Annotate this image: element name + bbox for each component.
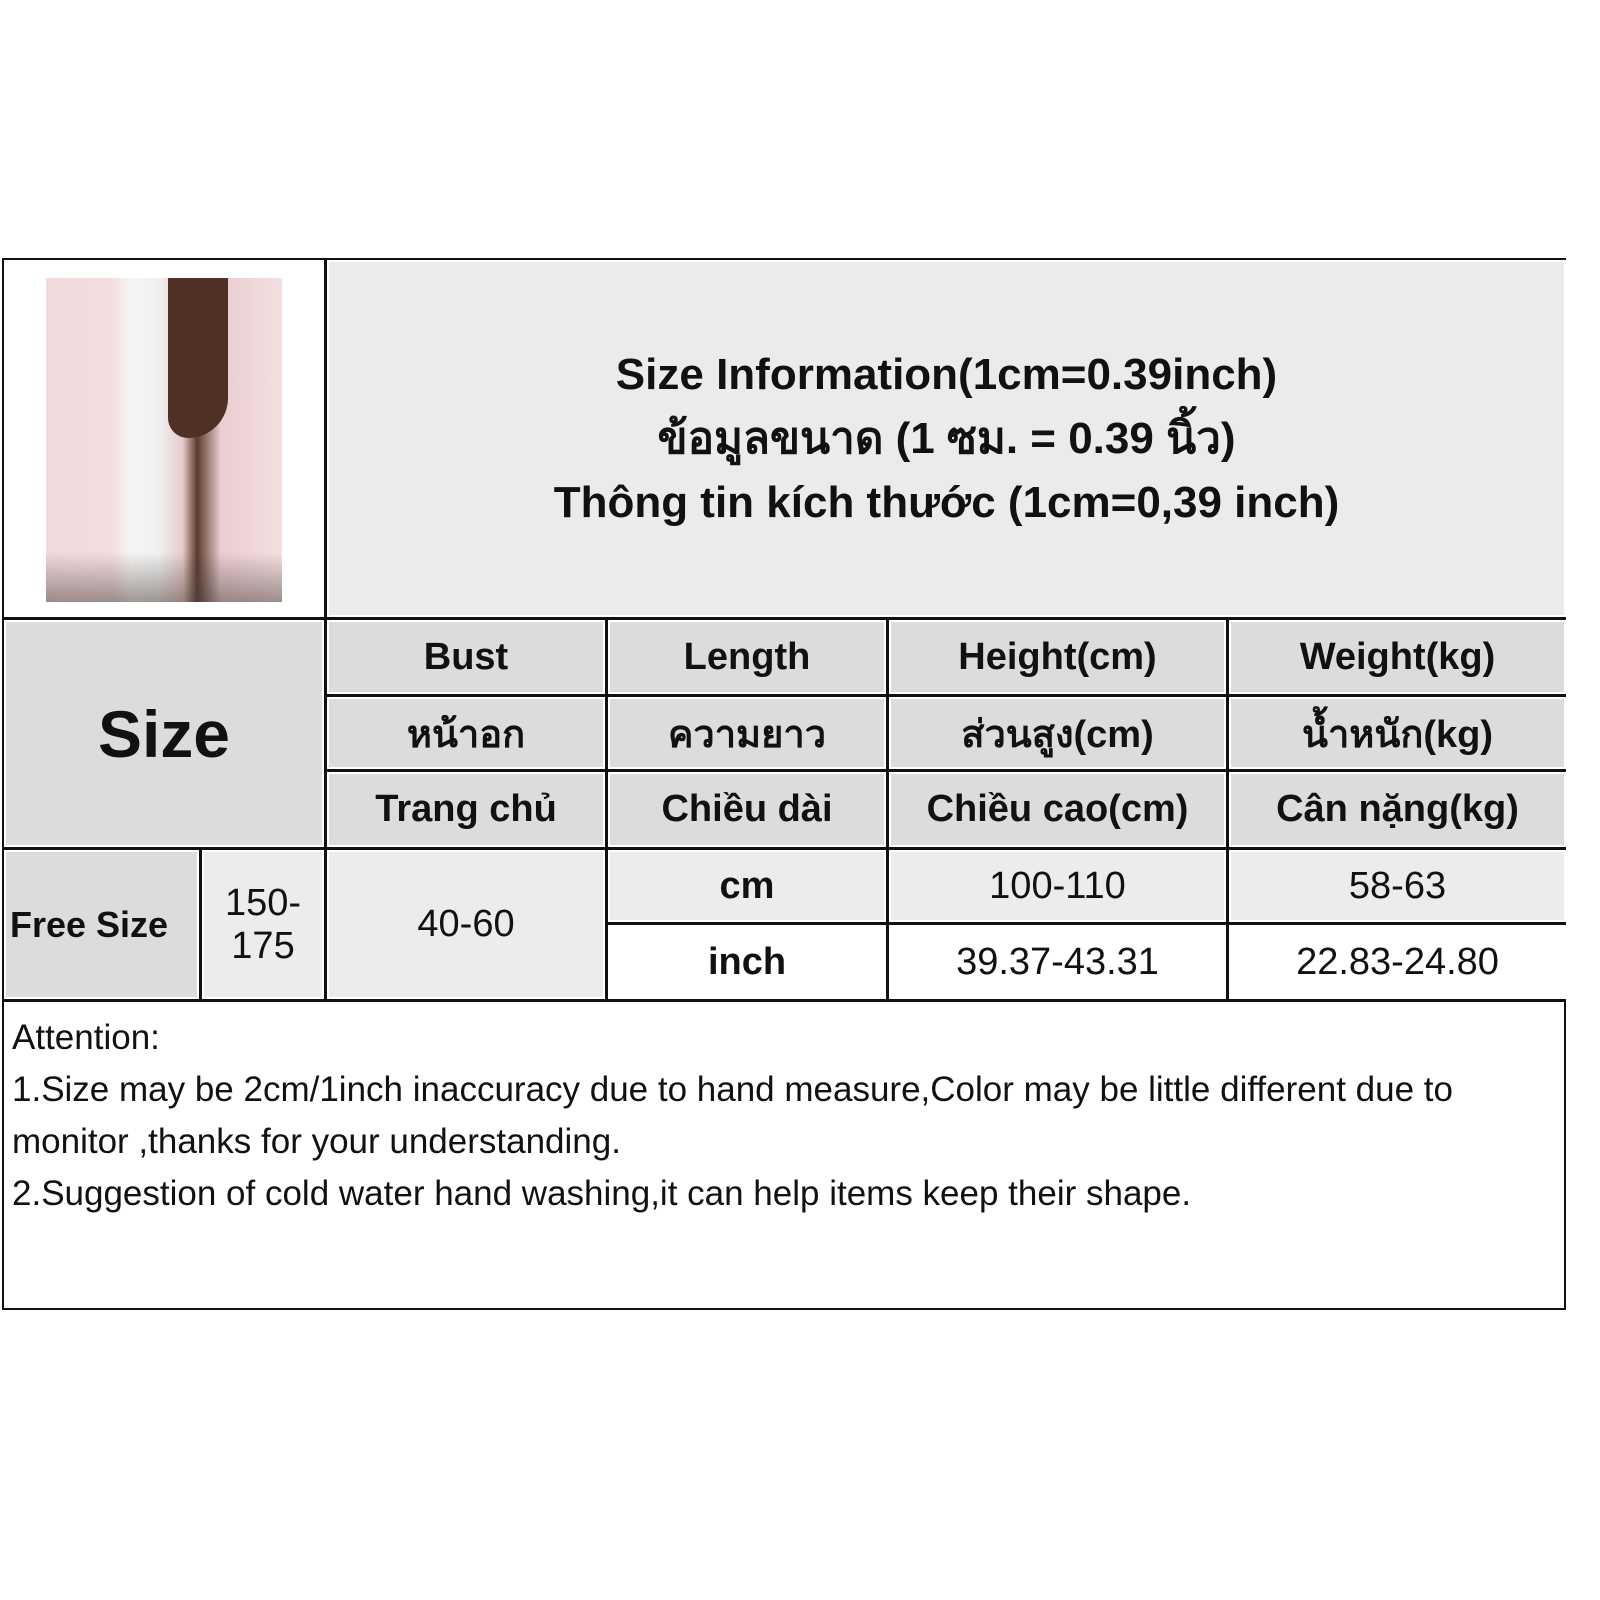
col-weight-th: น้ำหนัก(kg) (1229, 697, 1566, 769)
product-photo (46, 278, 282, 602)
col-height-th: ส่วนสูง(cm) (889, 697, 1226, 769)
bust-inch: 39.37-43.31 (889, 925, 1226, 999)
col-height-vi: Chiều cao(cm) (889, 772, 1226, 847)
col-length-vi: Chiều dài (608, 772, 886, 847)
size-chart: Size Information(1cm=0.39inch) ข้อมูลขนา… (2, 258, 1566, 1310)
attention-line-2: 2.Suggestion of cold water hand washing,… (12, 1174, 1192, 1213)
height-value: 150-175 (202, 850, 324, 999)
size-header: Size (4, 620, 324, 847)
col-weight-vi: Cân nặng(kg) (1229, 772, 1566, 847)
col-weight-en: Weight(kg) (1229, 620, 1566, 694)
col-length-th: ความยาว (608, 697, 886, 769)
length-cm: 58-63 (1229, 850, 1566, 922)
attention-notes: Attention: 1.Size may be 2cm/1inch inacc… (12, 1012, 1554, 1220)
col-bust-vi: Trang chủ (327, 772, 605, 847)
length-inch: 22.83-24.80 (1229, 925, 1566, 999)
col-height-en: Height(cm) (889, 620, 1226, 694)
product-photo-cell (4, 260, 324, 617)
col-bust-th: หน้าอก (327, 697, 605, 769)
size-table: Size Information(1cm=0.39inch) ข้อมูลขนา… (4, 260, 1566, 1002)
attention-line-1: 1.Size may be 2cm/1inch inaccuracy due t… (12, 1070, 1463, 1161)
col-bust-en: Bust (327, 620, 605, 694)
col-length-en: Length (608, 620, 886, 694)
bust-cm: 100-110 (889, 850, 1226, 922)
weight-value: 40-60 (327, 850, 605, 999)
unit-inch: inch (608, 925, 886, 999)
free-size-label: Free Size (4, 850, 199, 999)
title-en: Size Information(1cm=0.39inch) (615, 349, 1278, 399)
size-info-title: Size Information(1cm=0.39inch) ข้อมูลขนา… (327, 260, 1566, 617)
unit-cm: cm (608, 850, 886, 922)
attention-heading: Attention: (12, 1018, 160, 1057)
title-th: ข้อมูลขนาด (1 ซม. = 0.39 นิ้ว) (657, 413, 1236, 463)
title-vi: Thông tin kích thước (1cm=0,39 inch) (553, 477, 1340, 527)
